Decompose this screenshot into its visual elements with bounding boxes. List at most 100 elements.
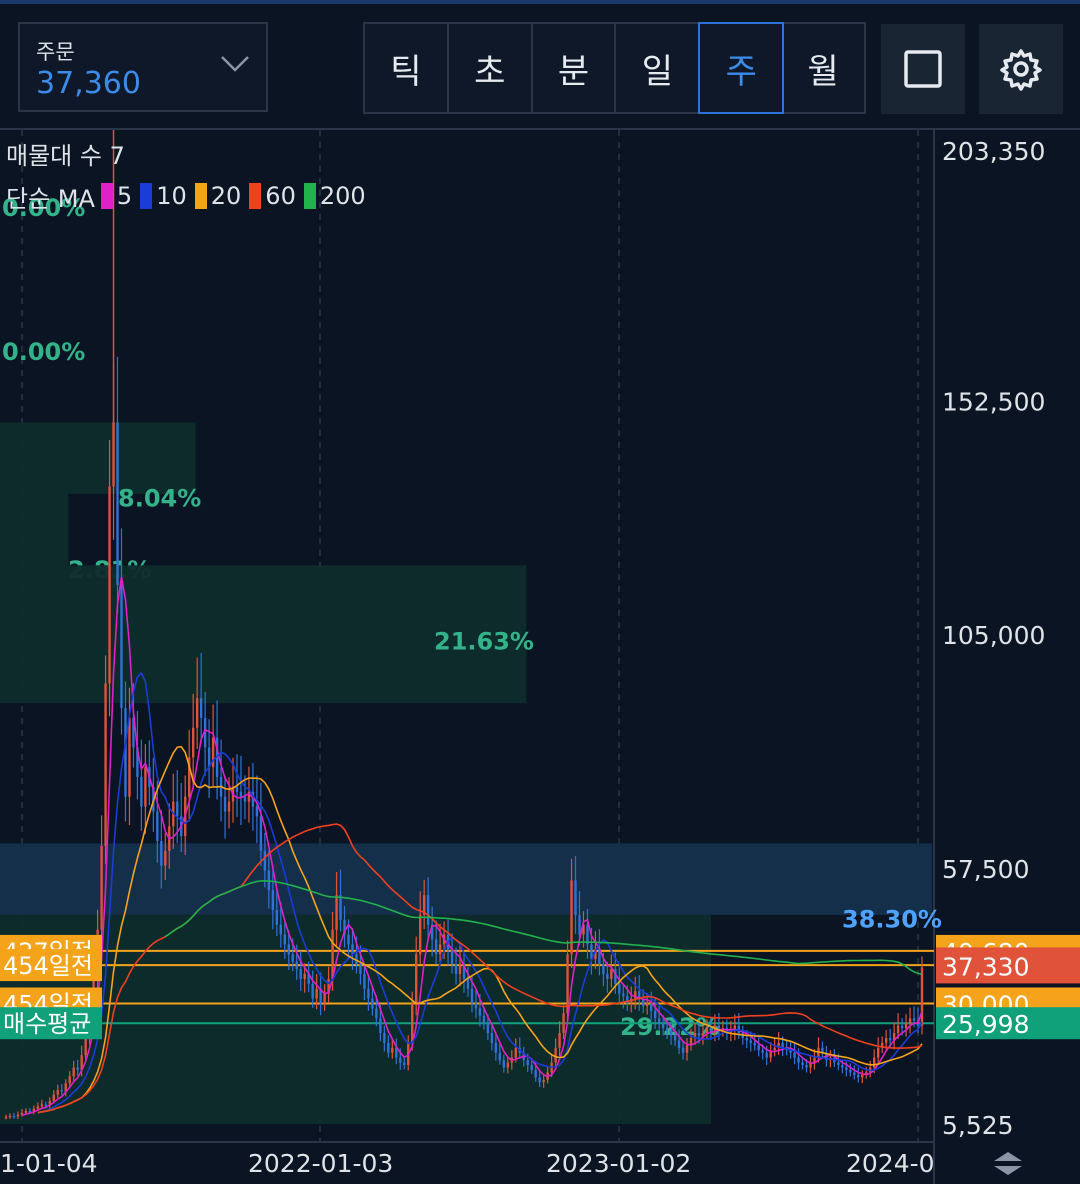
period-tick-button[interactable]: 틱 xyxy=(365,24,449,112)
order-dropdown[interactable]: 주문 37,360 xyxy=(18,22,268,112)
candle-body xyxy=(892,1033,896,1041)
candle-body xyxy=(335,895,338,930)
candle-body xyxy=(673,1035,677,1041)
level-tag-bg xyxy=(0,949,102,982)
layout-button[interactable] xyxy=(881,24,965,114)
volume-profile-bar xyxy=(0,493,69,566)
candle-body xyxy=(108,486,111,684)
candle-body xyxy=(841,1065,844,1068)
ma-line-200 xyxy=(164,879,923,975)
candle-body xyxy=(713,1025,717,1034)
candle-body xyxy=(542,1079,545,1083)
candle-body xyxy=(199,698,203,718)
candle-body xyxy=(315,988,318,999)
period-week-button[interactable]: 주 xyxy=(698,22,785,114)
candle-body xyxy=(211,737,215,768)
top-accent-line xyxy=(0,0,1080,4)
period-month-button[interactable]: 월 xyxy=(807,51,839,92)
candle-body xyxy=(669,1030,673,1036)
period-second-button[interactable]: 초 xyxy=(449,24,533,112)
candle-body xyxy=(578,914,581,935)
price-axis-tick: 105,000 xyxy=(942,621,1045,650)
candle-body xyxy=(84,1037,87,1056)
order-price: 37,360 xyxy=(36,66,141,101)
candle-body xyxy=(52,1094,55,1101)
candle-body xyxy=(227,801,231,812)
candle-body xyxy=(156,811,159,842)
price-axis-tick: 203,350 xyxy=(942,137,1045,166)
candle-body xyxy=(566,954,569,1014)
period-minute-button[interactable]: 분 xyxy=(533,24,617,112)
candle-body xyxy=(104,683,107,846)
volume-profile-bar xyxy=(0,843,932,915)
price-axis-tick: 57,500 xyxy=(942,855,1029,884)
price-level-lines xyxy=(0,949,934,1025)
candle-body xyxy=(76,1067,79,1070)
candle-body xyxy=(558,1033,561,1048)
candle-body xyxy=(391,1047,394,1053)
candle-body xyxy=(757,1045,760,1051)
candle-body xyxy=(160,841,163,866)
level-tag-bg xyxy=(0,1007,102,1040)
candle-body xyxy=(888,1037,892,1041)
candle-body xyxy=(813,1057,816,1063)
candle-body xyxy=(880,1042,884,1048)
candle-body xyxy=(773,1047,776,1051)
candle-body xyxy=(311,983,314,999)
candle-body xyxy=(387,1042,390,1053)
candle-body xyxy=(809,1062,812,1068)
candle-body xyxy=(223,796,227,812)
candle-body xyxy=(48,1100,52,1106)
candle-body xyxy=(80,1055,83,1070)
candle-body xyxy=(853,1072,856,1075)
ma-line-20 xyxy=(37,745,923,1114)
level-tag-label: 454일전 xyxy=(3,952,93,980)
candle-body xyxy=(845,1067,848,1070)
candle-body xyxy=(426,895,430,925)
ma10-swatch xyxy=(140,183,153,209)
settings-button[interactable] xyxy=(979,24,1063,114)
period-day-button[interactable]: 일 xyxy=(616,24,701,112)
price-chart[interactable]: 0.00%0.00%8.04%2.81%21.63%38.30%29.22% 2… xyxy=(0,130,1080,1184)
candle-body xyxy=(626,996,629,1004)
candle-body xyxy=(657,1018,661,1024)
candle-body xyxy=(677,1040,681,1048)
price-axis: 203,350 152,500 105,000 57,500 5,525 xyxy=(942,137,1045,1140)
scroll-up-arrow xyxy=(994,1152,1022,1161)
candle-body xyxy=(749,1040,752,1043)
candle-body xyxy=(259,816,263,851)
candle-body xyxy=(602,964,605,974)
candle-body xyxy=(610,969,613,979)
candle-body xyxy=(4,1116,8,1119)
candle-body xyxy=(797,1057,800,1063)
level-tag-label: 매수평균 xyxy=(3,1010,91,1038)
time-axis-tick: 2023-01-02 xyxy=(546,1149,691,1178)
candle-body xyxy=(371,998,374,1009)
price-axis-tick: 5,525 xyxy=(942,1111,1014,1140)
candle-body xyxy=(60,1090,63,1092)
candle-body xyxy=(482,1015,486,1024)
candle-body xyxy=(263,850,267,871)
candle-body xyxy=(418,914,422,955)
candle-body xyxy=(24,1110,28,1113)
chevron-down-icon xyxy=(221,56,249,72)
square-icon xyxy=(904,50,942,88)
candle-body xyxy=(697,1033,701,1036)
candle-body xyxy=(586,924,589,945)
candle-body xyxy=(534,1069,537,1078)
candle-body xyxy=(450,949,454,965)
ma60-label: 60 xyxy=(265,182,296,210)
candle-body xyxy=(438,944,442,955)
candle-body xyxy=(367,988,370,999)
candle-body xyxy=(494,1042,498,1053)
candle-body xyxy=(399,1057,402,1063)
chart-header: 주문 37,360 틱 초 분 일 주 월 xyxy=(0,4,1080,128)
ma200-swatch xyxy=(303,183,316,209)
candle-body xyxy=(701,1033,705,1036)
candle-body xyxy=(554,1047,557,1063)
candle-body xyxy=(781,1042,784,1048)
candle-body xyxy=(530,1065,533,1070)
scroll-arrows-icon[interactable] xyxy=(994,1152,1022,1175)
candle-body xyxy=(912,1018,916,1021)
candle-body xyxy=(801,1062,804,1066)
